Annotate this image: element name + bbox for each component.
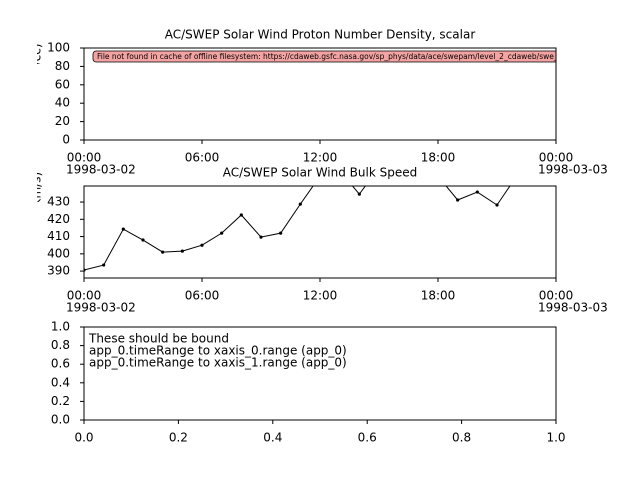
data-point	[220, 231, 224, 235]
data-point	[121, 227, 125, 231]
x-tick-label: 18:00	[421, 289, 456, 303]
data-point	[180, 249, 184, 253]
plot-title: AC/SWEP Solar Wind Bulk Speed	[223, 166, 417, 180]
y-tick-label: 40	[55, 96, 70, 110]
x-tick-label: 06:00	[185, 289, 220, 303]
x-date-label: 1998-03-02	[66, 301, 136, 315]
annotation: app_0.timeRange to xaxis_1.range (app_0)	[89, 356, 347, 370]
annotation: These should be bound	[88, 332, 229, 346]
x-tick-label: 0.8	[452, 431, 471, 445]
x-tick-label: 0.6	[358, 431, 377, 445]
plot-frame	[83, 47, 557, 141]
plot-frame	[83, 185, 557, 279]
y-tick-label: 390	[47, 264, 70, 278]
y-tick-label: 0.0	[51, 413, 70, 427]
data-point	[200, 243, 204, 247]
y-tick-label: 400	[47, 246, 70, 260]
data-point	[239, 213, 243, 217]
data-line	[84, 186, 511, 271]
data-point	[357, 192, 361, 196]
x-tick-label: 18:00	[421, 151, 456, 165]
x-tick-label: 0.4	[263, 431, 282, 445]
x-tick-label: 00:00	[67, 151, 102, 165]
message-box: File not found in cache of offline files…	[92, 50, 640, 63]
y-tick-label: 1.0	[51, 320, 70, 334]
message-text: File not found in cache of offline files…	[97, 52, 640, 61]
y-tick-label: 0	[62, 133, 70, 147]
x-date-label: 1998-03-03	[538, 163, 608, 177]
y-tick-label: 20	[55, 114, 70, 128]
y-tick-label: 0.4	[51, 375, 70, 389]
x-tick-label: 12:00	[303, 151, 338, 165]
data-point	[141, 238, 145, 242]
data-point	[279, 231, 283, 235]
y-tick-label: 100	[47, 41, 70, 55]
x-date-label: 1998-03-03	[538, 301, 608, 315]
series	[84, 186, 511, 272]
y-axis-label: H_Density (#/cc)	[30, 43, 44, 144]
y-tick-label: 60	[55, 77, 70, 91]
x-tick-label: 06:00	[185, 151, 220, 165]
y-tick-label: 0.8	[51, 338, 70, 352]
plot-title: AC/SWEP Solar Wind Proton Number Density…	[165, 28, 476, 42]
data-point	[161, 250, 165, 254]
y-tick-label: 0.2	[51, 394, 70, 408]
plot-frame	[83, 326, 557, 421]
x-tick-label: 12:00	[303, 289, 338, 303]
y-axis-label: SW_H_Speed (km/s)	[30, 172, 44, 292]
data-point	[495, 203, 499, 207]
x-tick-label: 1.0	[546, 431, 565, 445]
y-tick-label: 410	[47, 229, 70, 243]
data-point	[475, 190, 479, 194]
x-tick-label: 0.2	[169, 431, 188, 445]
y-tick-label: 80	[55, 59, 70, 73]
y-tick-label: 420	[47, 212, 70, 226]
x-tick-label: 00:00	[67, 289, 102, 303]
message-bg	[92, 50, 556, 63]
x-tick-label: 0.0	[74, 431, 93, 445]
x-tick-label: 00:00	[539, 289, 574, 303]
annotation: app_0.timeRange to xaxis_0.range (app_0)	[89, 344, 347, 358]
data-point	[259, 235, 263, 239]
data-point	[456, 198, 460, 202]
data-point	[298, 202, 302, 206]
x-tick-label: 00:00	[539, 151, 574, 165]
y-tick-label: 430	[47, 195, 70, 209]
y-tick-label: 0.6	[51, 357, 70, 371]
x-date-label: 1998-03-02	[66, 163, 136, 177]
data-point	[102, 263, 106, 267]
